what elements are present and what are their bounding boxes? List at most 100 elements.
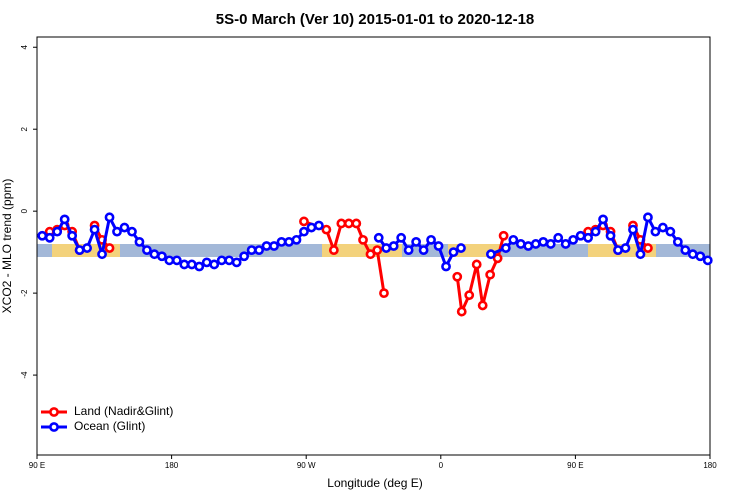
data-point bbox=[149, 249, 160, 260]
data-point bbox=[104, 212, 115, 223]
data-point bbox=[486, 249, 496, 260]
data-point bbox=[403, 245, 414, 255]
series bbox=[37, 212, 713, 272]
data-point bbox=[276, 237, 287, 247]
data-point bbox=[598, 214, 608, 225]
data-point bbox=[381, 243, 392, 253]
data-point bbox=[650, 226, 661, 237]
data-point bbox=[372, 245, 383, 255]
data-point bbox=[209, 259, 220, 270]
legend-marker bbox=[49, 407, 59, 417]
data-point bbox=[254, 245, 264, 255]
data-point bbox=[523, 241, 534, 251]
data-point bbox=[643, 243, 653, 253]
x-axis-label: Longitude (deg E) bbox=[327, 476, 422, 490]
data-point bbox=[388, 241, 399, 251]
data-point bbox=[441, 261, 451, 272]
data-point bbox=[142, 245, 152, 255]
data-point bbox=[379, 288, 389, 299]
data-point bbox=[456, 306, 467, 317]
chart-title: 5S-0 March (Ver 10) 2015-01-01 to 2020-1… bbox=[216, 11, 535, 28]
data-point bbox=[74, 245, 85, 255]
data-point bbox=[452, 271, 463, 282]
data-point bbox=[485, 269, 496, 280]
data-point bbox=[583, 232, 594, 243]
data-point bbox=[164, 255, 175, 266]
data-point bbox=[515, 239, 526, 249]
data-point bbox=[702, 255, 713, 266]
series bbox=[44, 216, 653, 317]
data-point bbox=[568, 234, 579, 245]
data-point bbox=[104, 243, 115, 253]
data-point bbox=[284, 237, 294, 247]
data-point bbox=[171, 255, 182, 266]
data-point bbox=[216, 255, 227, 266]
data-point bbox=[306, 222, 317, 233]
data-point bbox=[456, 243, 466, 253]
data-point bbox=[186, 259, 197, 270]
data-point bbox=[299, 216, 309, 227]
data-point bbox=[492, 253, 503, 264]
data-point bbox=[134, 237, 145, 247]
data-point bbox=[687, 249, 698, 260]
data-point bbox=[97, 249, 107, 260]
data-point bbox=[575, 230, 586, 241]
data-point bbox=[635, 249, 646, 260]
x-tick-label: 90 W bbox=[297, 461, 316, 470]
data-point bbox=[156, 251, 167, 262]
data-point bbox=[605, 230, 616, 241]
data-point bbox=[530, 239, 541, 249]
data-point bbox=[67, 230, 78, 241]
data-point bbox=[628, 224, 638, 235]
x-tick-label: 180 bbox=[165, 461, 179, 470]
data-point bbox=[620, 243, 631, 253]
data-point bbox=[336, 218, 347, 229]
y-tick-label: 0 bbox=[20, 208, 29, 213]
y-tick-label: -4 bbox=[20, 371, 29, 379]
data-point bbox=[643, 212, 653, 223]
data-point bbox=[373, 232, 384, 243]
data-point bbox=[672, 237, 683, 247]
x-tick-label: 90 E bbox=[29, 461, 45, 470]
data-point bbox=[613, 245, 623, 255]
data-point bbox=[560, 239, 571, 249]
data-point bbox=[321, 224, 332, 235]
data-point bbox=[82, 243, 93, 253]
data-point bbox=[119, 222, 130, 233]
data-point bbox=[89, 224, 100, 235]
legend-label: Ocean (Glint) bbox=[74, 419, 145, 433]
data-point bbox=[328, 245, 339, 255]
data-point bbox=[396, 232, 407, 243]
data-point bbox=[314, 220, 324, 231]
data-point bbox=[343, 218, 354, 229]
data-point bbox=[411, 237, 422, 247]
data-point bbox=[418, 245, 429, 255]
data-point bbox=[231, 257, 242, 268]
data-point bbox=[471, 259, 482, 270]
x-tick-label: 0 bbox=[439, 461, 444, 470]
data-point bbox=[246, 245, 257, 255]
data-point bbox=[59, 214, 70, 225]
data-point bbox=[433, 241, 444, 251]
legend-marker bbox=[49, 422, 59, 432]
data-point bbox=[269, 241, 279, 251]
data-point bbox=[37, 230, 48, 241]
data-point bbox=[448, 247, 459, 258]
data-point bbox=[508, 234, 519, 245]
data-point bbox=[426, 234, 436, 245]
data-point bbox=[299, 226, 309, 237]
y-tick-label: 4 bbox=[20, 44, 29, 49]
data-point bbox=[179, 259, 190, 270]
data-point bbox=[261, 241, 272, 251]
data-point bbox=[239, 251, 250, 262]
data-point bbox=[52, 226, 63, 237]
y-axis-label: XCO2 - MLO trend (ppm) bbox=[0, 179, 14, 314]
data-point bbox=[477, 300, 488, 311]
x-tick-label: 90 E bbox=[567, 461, 583, 470]
data-point bbox=[680, 245, 691, 255]
data-point bbox=[127, 226, 137, 237]
data-point bbox=[665, 226, 676, 237]
data-point bbox=[498, 230, 509, 241]
